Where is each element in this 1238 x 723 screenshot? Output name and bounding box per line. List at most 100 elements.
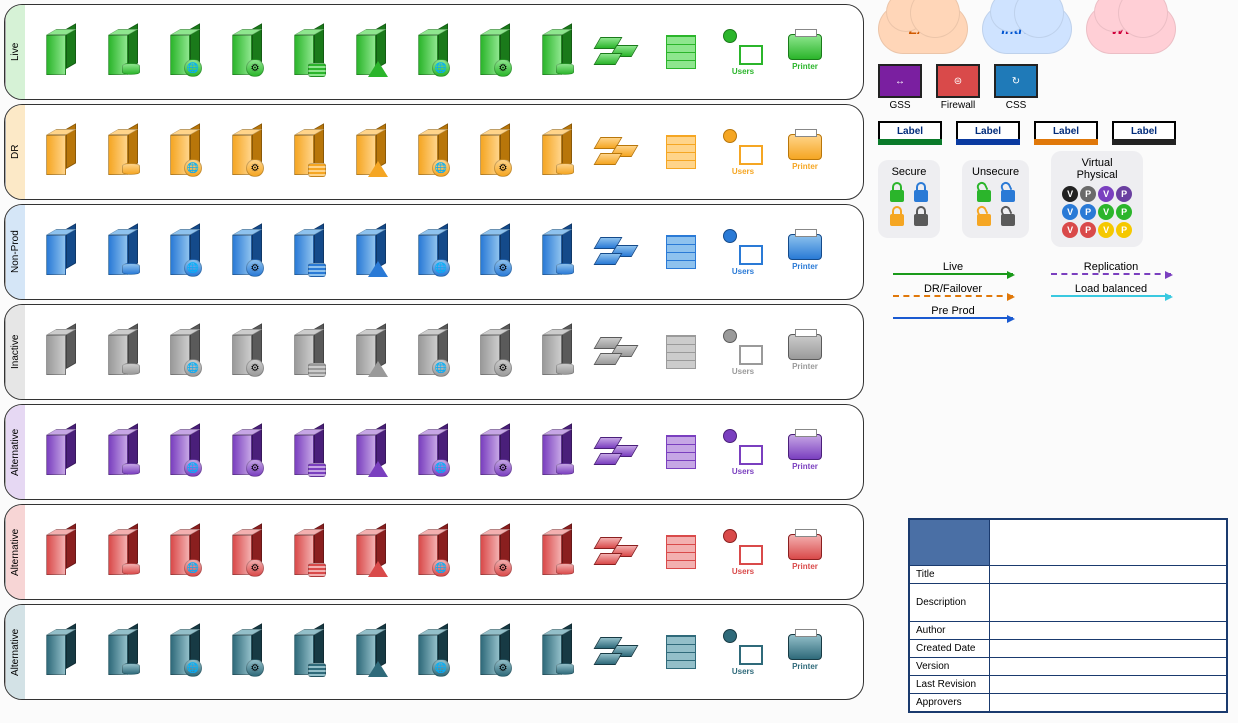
firewall-icon[interactable] bbox=[653, 413, 709, 491]
server-globe-icon[interactable]: 🌐 bbox=[157, 613, 213, 691]
server-coinstack-icon[interactable] bbox=[281, 413, 337, 491]
server-triangle-icon[interactable] bbox=[343, 13, 399, 91]
server-gear2-icon[interactable]: ⚙ bbox=[467, 613, 523, 691]
vp-dot-icon[interactable]: P bbox=[1080, 204, 1096, 220]
server-globe-icon[interactable]: 🌐 bbox=[157, 13, 213, 91]
server-globe2-icon[interactable]: 🌐 bbox=[405, 13, 461, 91]
firewall-icon[interactable] bbox=[653, 213, 709, 291]
server-globe2-icon[interactable]: 🌐 bbox=[405, 613, 461, 691]
server-gear2-icon[interactable]: ⚙ bbox=[467, 413, 523, 491]
info-field-value[interactable] bbox=[990, 640, 1227, 658]
server-coinstack-icon[interactable] bbox=[281, 513, 337, 591]
router-stack-icon[interactable] bbox=[591, 313, 647, 391]
router-stack-icon[interactable] bbox=[591, 213, 647, 291]
lock-icon[interactable] bbox=[912, 182, 930, 202]
firewall-icon[interactable] bbox=[653, 513, 709, 591]
server-gear2-icon[interactable]: ⚙ bbox=[467, 13, 523, 91]
label-sample-icon[interactable]: Label bbox=[956, 121, 1020, 141]
vp-dot-icon[interactable]: V bbox=[1062, 204, 1078, 220]
label-sample-icon[interactable]: Label bbox=[878, 121, 942, 141]
server-gear2-icon[interactable]: ⚙ bbox=[467, 313, 523, 391]
vp-dot-icon[interactable]: P bbox=[1116, 204, 1132, 220]
server-triangle-icon[interactable] bbox=[343, 513, 399, 591]
printer-icon[interactable]: Printer bbox=[777, 313, 833, 391]
gss-device-icon[interactable]: ↔GSS bbox=[878, 64, 922, 111]
server-cylinder-icon[interactable] bbox=[529, 13, 585, 91]
server-cylinder-icon[interactable] bbox=[529, 413, 585, 491]
server-database-icon[interactable] bbox=[95, 113, 151, 191]
server-gear-icon[interactable]: ⚙ bbox=[219, 213, 275, 291]
server-gear-icon[interactable]: ⚙ bbox=[219, 613, 275, 691]
server-triangle-icon[interactable] bbox=[343, 113, 399, 191]
server-globe2-icon[interactable]: 🌐 bbox=[405, 413, 461, 491]
users-icon[interactable]: Users bbox=[715, 113, 771, 191]
cloud-lan-icon[interactable]: LAN bbox=[878, 4, 968, 54]
server-cylinder-icon[interactable] bbox=[529, 513, 585, 591]
router-stack-icon[interactable] bbox=[591, 413, 647, 491]
unlock-icon[interactable] bbox=[975, 182, 993, 202]
server-gear2-icon[interactable]: ⚙ bbox=[467, 513, 523, 591]
server-gear-icon[interactable]: ⚙ bbox=[219, 513, 275, 591]
vp-dot-icon[interactable]: P bbox=[1116, 186, 1132, 202]
unlock-icon[interactable] bbox=[999, 182, 1017, 202]
users-icon[interactable]: Users bbox=[715, 513, 771, 591]
users-icon[interactable]: Users bbox=[715, 13, 771, 91]
server-plain-icon[interactable] bbox=[33, 213, 89, 291]
server-triangle-icon[interactable] bbox=[343, 613, 399, 691]
lock-icon[interactable] bbox=[888, 182, 906, 202]
info-field-value[interactable] bbox=[990, 658, 1227, 676]
server-globe2-icon[interactable]: 🌐 bbox=[405, 313, 461, 391]
server-cylinder-icon[interactable] bbox=[529, 213, 585, 291]
server-database-icon[interactable] bbox=[95, 313, 151, 391]
server-cylinder-icon[interactable] bbox=[529, 113, 585, 191]
printer-icon[interactable]: Printer bbox=[777, 113, 833, 191]
firewall-icon[interactable] bbox=[653, 613, 709, 691]
info-field-value[interactable] bbox=[990, 676, 1227, 694]
printer-icon[interactable]: Printer bbox=[777, 213, 833, 291]
server-globe-icon[interactable]: 🌐 bbox=[157, 313, 213, 391]
unlock-icon[interactable] bbox=[975, 206, 993, 226]
firewall-icon[interactable] bbox=[653, 113, 709, 191]
vp-dot-icon[interactable]: P bbox=[1080, 222, 1096, 238]
server-plain-icon[interactable] bbox=[33, 413, 89, 491]
server-plain-icon[interactable] bbox=[33, 513, 89, 591]
server-globe2-icon[interactable]: 🌐 bbox=[405, 113, 461, 191]
server-globe-icon[interactable]: 🌐 bbox=[157, 213, 213, 291]
printer-icon[interactable]: Printer bbox=[777, 613, 833, 691]
info-field-value[interactable] bbox=[990, 584, 1227, 622]
server-database-icon[interactable] bbox=[95, 413, 151, 491]
users-icon[interactable]: Users bbox=[715, 613, 771, 691]
server-triangle-icon[interactable] bbox=[343, 313, 399, 391]
cloud-intranet-icon[interactable]: Intranet bbox=[982, 4, 1072, 54]
css-device-icon[interactable]: ↻CSS bbox=[994, 64, 1038, 111]
server-coinstack-icon[interactable] bbox=[281, 613, 337, 691]
vp-dot-icon[interactable]: P bbox=[1080, 186, 1096, 202]
vp-dot-icon[interactable]: V bbox=[1098, 186, 1114, 202]
router-stack-icon[interactable] bbox=[591, 13, 647, 91]
fw-device-icon[interactable]: ⊜Firewall bbox=[936, 64, 980, 111]
server-globe2-icon[interactable]: 🌐 bbox=[405, 213, 461, 291]
printer-icon[interactable]: Printer bbox=[777, 13, 833, 91]
server-globe-icon[interactable]: 🌐 bbox=[157, 413, 213, 491]
server-gear2-icon[interactable]: ⚙ bbox=[467, 113, 523, 191]
router-stack-icon[interactable] bbox=[591, 613, 647, 691]
users-icon[interactable]: Users bbox=[715, 413, 771, 491]
server-cylinder-icon[interactable] bbox=[529, 313, 585, 391]
server-plain-icon[interactable] bbox=[33, 113, 89, 191]
lock-icon[interactable] bbox=[912, 206, 930, 226]
vp-dot-icon[interactable]: V bbox=[1062, 186, 1078, 202]
unlock-icon[interactable] bbox=[999, 206, 1017, 226]
server-coinstack-icon[interactable] bbox=[281, 113, 337, 191]
cloud-www-icon[interactable]: WWW bbox=[1086, 4, 1176, 54]
vp-dot-icon[interactable]: V bbox=[1098, 204, 1114, 220]
server-gear-icon[interactable]: ⚙ bbox=[219, 413, 275, 491]
server-globe2-icon[interactable]: 🌐 bbox=[405, 513, 461, 591]
users-icon[interactable]: Users bbox=[715, 313, 771, 391]
server-database-icon[interactable] bbox=[95, 613, 151, 691]
server-database-icon[interactable] bbox=[95, 13, 151, 91]
server-plain-icon[interactable] bbox=[33, 613, 89, 691]
server-coinstack-icon[interactable] bbox=[281, 213, 337, 291]
info-field-value[interactable] bbox=[990, 566, 1227, 584]
server-triangle-icon[interactable] bbox=[343, 213, 399, 291]
printer-icon[interactable]: Printer bbox=[777, 413, 833, 491]
